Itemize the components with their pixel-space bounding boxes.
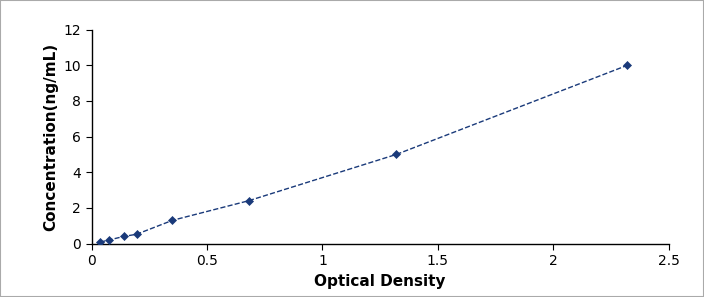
Y-axis label: Concentration(ng/mL): Concentration(ng/mL)	[43, 42, 58, 231]
X-axis label: Optical Density: Optical Density	[315, 274, 446, 288]
